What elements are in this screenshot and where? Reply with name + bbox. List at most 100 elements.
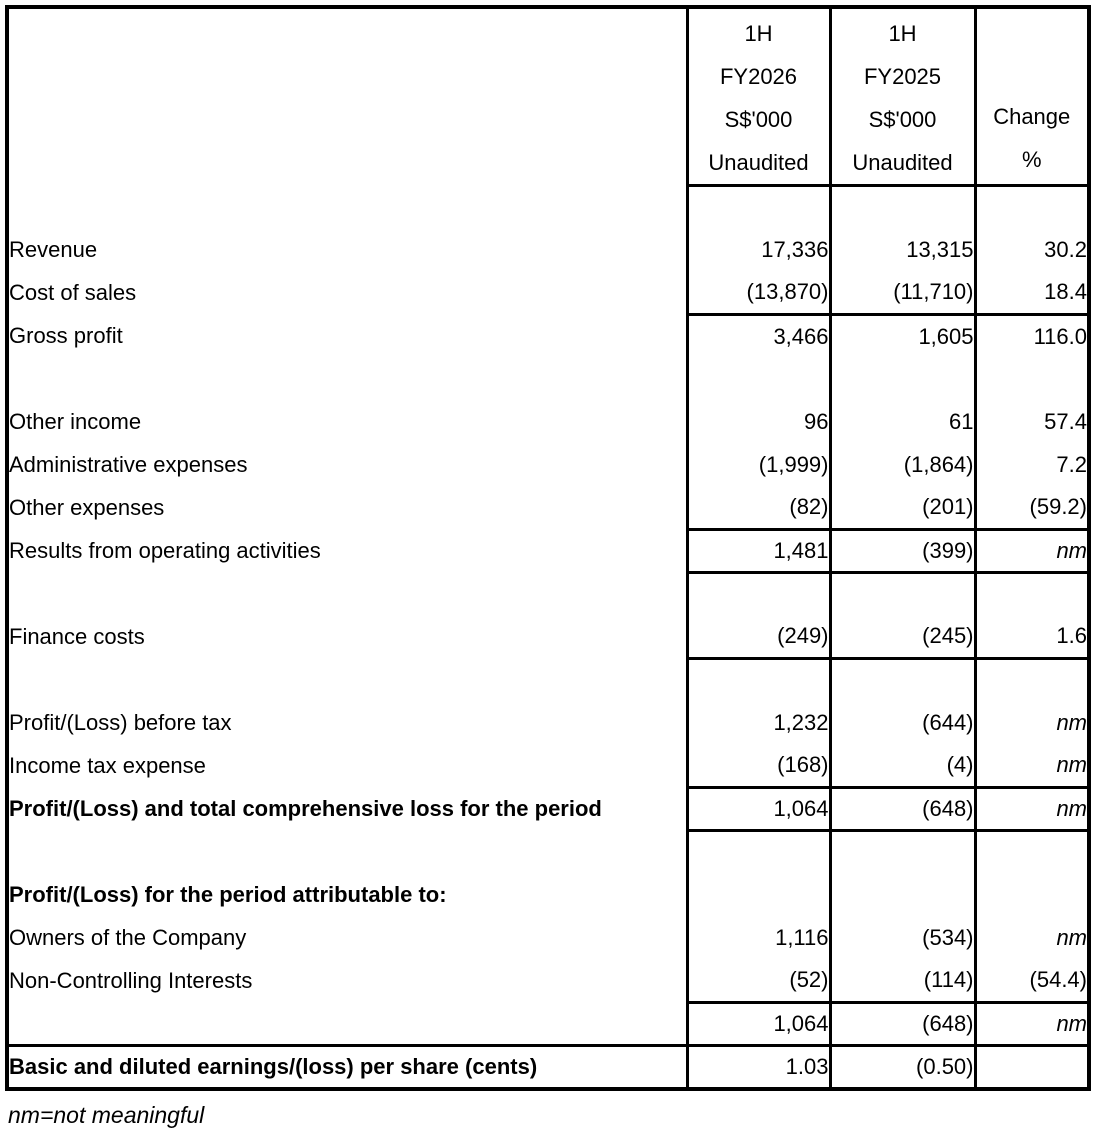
- row-label: Gross profit: [9, 323, 123, 348]
- value-fy2025: (534): [828, 916, 975, 960]
- table-row: [7, 185, 1089, 229]
- value-fy2025: (201): [828, 486, 975, 530]
- value-fy2025: 13,315: [828, 228, 975, 272]
- table-row: Profit/(Loss) for the period attributabl…: [7, 873, 1089, 917]
- row-label: Non-Controlling Interests: [9, 968, 253, 993]
- header-line: %: [1021, 147, 1042, 172]
- value-change: 116.0: [973, 313, 1089, 358]
- header-line: Unaudited: [708, 150, 809, 175]
- value-change: 30.2: [973, 228, 1089, 272]
- value-fy2026: (52): [685, 959, 830, 1003]
- value-change: [973, 829, 1089, 874]
- row-label: [7, 831, 687, 874]
- table-header-row: 1H FY2026 S$'000 Unaudited 1H FY2025 S$'000 Un…: [7, 7, 1089, 187]
- value-change: 1.6: [973, 615, 1089, 659]
- value-fy2025: [828, 873, 975, 917]
- value-fy2026: [685, 873, 830, 917]
- header-change-lines: Change%: [978, 9, 1087, 183]
- value-fy2025: (11,710): [828, 271, 975, 315]
- value-change: [973, 1044, 1089, 1089]
- header-fy2026: 1H FY2026 S$'000 Unaudited: [685, 7, 830, 187]
- value-change: 18.4: [973, 271, 1089, 315]
- header-fy2025-lines: 1H FY2025 S$'000 Unaudited: [833, 9, 974, 183]
- row-label: Other expenses: [9, 495, 165, 520]
- value-fy2025: (0.50): [828, 1044, 975, 1089]
- header-line: 1H: [744, 21, 773, 46]
- value-change: [973, 357, 1089, 401]
- header-line: Unaudited: [852, 150, 953, 175]
- row-label: Administrative expenses: [9, 452, 248, 477]
- value-change: nm: [973, 786, 1089, 831]
- value-fy2025: (399): [828, 528, 975, 573]
- row-label: Profit/(Loss) and total comprehensive lo…: [9, 796, 602, 821]
- table-row: [7, 571, 1089, 616]
- value-change: 57.4: [973, 400, 1089, 444]
- table-row: Profit/(Loss) before tax 1,232 (644) nm: [7, 701, 1089, 745]
- row-label: Results from operating activities: [9, 538, 321, 563]
- value-change: [973, 657, 1089, 702]
- table-row: Revenue 17,336 13,315 30.2: [7, 228, 1089, 272]
- table-row: [7, 357, 1089, 401]
- value-fy2025: [828, 657, 975, 702]
- value-fy2026: 1,064: [685, 786, 830, 831]
- value-fy2025: (648): [828, 1001, 975, 1046]
- row-label: [7, 1003, 687, 1046]
- header-line: FY2025: [863, 64, 942, 89]
- row-label: [7, 659, 687, 702]
- value-fy2025: [828, 357, 975, 401]
- value-fy2026: 1.03: [685, 1044, 830, 1089]
- value-change: nm: [973, 916, 1089, 960]
- header-line: 1H: [888, 21, 917, 46]
- value-fy2026: 3,466: [685, 313, 830, 358]
- header-fy2026-lines: 1H FY2026 S$'000 Unaudited: [690, 9, 829, 183]
- row-label: [7, 186, 687, 229]
- value-change: [973, 873, 1089, 917]
- table-row: Other expenses (82) (201) (59.2): [7, 486, 1089, 530]
- header-fy2025: 1H FY2025 S$'000 Unaudited: [828, 7, 975, 187]
- table-row: [7, 829, 1089, 874]
- value-fy2025: (245): [828, 615, 975, 659]
- value-fy2025: [828, 185, 975, 229]
- value-fy2025: (4): [828, 744, 975, 788]
- value-fy2025: [828, 571, 975, 616]
- value-fy2026: (168): [685, 744, 830, 788]
- value-fy2025: 61: [828, 400, 975, 444]
- header-line: Change: [993, 104, 1071, 129]
- value-change: [973, 185, 1089, 229]
- table-row: Results from operating activities 1,481 (3…: [7, 528, 1089, 573]
- value-fy2026: 1,116: [685, 916, 830, 960]
- value-fy2026: (249): [685, 615, 830, 659]
- row-label: Income tax expense: [9, 753, 206, 778]
- table-row: Cost of sales (13,870) (11,710) 18.4: [7, 271, 1089, 315]
- value-change: nm: [973, 528, 1089, 573]
- header-line: FY2026: [719, 64, 798, 89]
- income-statement-table: 1H FY2026 S$'000 Unaudited 1H FY2025 S$'000 Un…: [5, 5, 1091, 1091]
- table-row: Administrative expenses (1,999) (1,864) 7.2: [7, 443, 1089, 487]
- table-row: Profit/(Loss) and total comprehensive lo…: [7, 786, 1089, 831]
- header-line: S$'000: [868, 107, 937, 132]
- value-fy2025: (114): [828, 959, 975, 1003]
- financial-table-body: 1H FY2026 S$'000 Unaudited 1H FY2025 S$'000 Un…: [7, 7, 1089, 1089]
- table-row: Basic and diluted earnings/(loss) per sh…: [7, 1044, 1089, 1089]
- table-row: 1,064 (648) nm: [7, 1001, 1089, 1046]
- value-fy2026: 17,336: [685, 228, 830, 272]
- row-label: [7, 358, 687, 401]
- value-fy2026: 1,232: [685, 701, 830, 745]
- value-fy2026: (1,999): [685, 443, 830, 487]
- value-fy2025: [828, 829, 975, 874]
- row-label: Cost of sales: [9, 280, 137, 305]
- value-change: [973, 571, 1089, 616]
- value-fy2025: (1,864): [828, 443, 975, 487]
- value-change: (54.4): [973, 959, 1089, 1003]
- table-row: Income tax expense (168) (4) nm: [7, 744, 1089, 788]
- value-fy2025: (648): [828, 786, 975, 831]
- value-fy2026: [685, 357, 830, 401]
- value-fy2026: [685, 571, 830, 616]
- table-row: Gross profit 3,466 1,605 116.0: [7, 313, 1089, 358]
- row-label: Basic and diluted earnings/(loss) per sh…: [7, 1044, 687, 1089]
- row-label: Profit/(Loss) for the period attributabl…: [9, 882, 447, 907]
- row-label: Finance costs: [9, 624, 145, 649]
- header-change: Change%: [973, 7, 1089, 187]
- footnote: nm=not meaningful: [8, 1102, 205, 1128]
